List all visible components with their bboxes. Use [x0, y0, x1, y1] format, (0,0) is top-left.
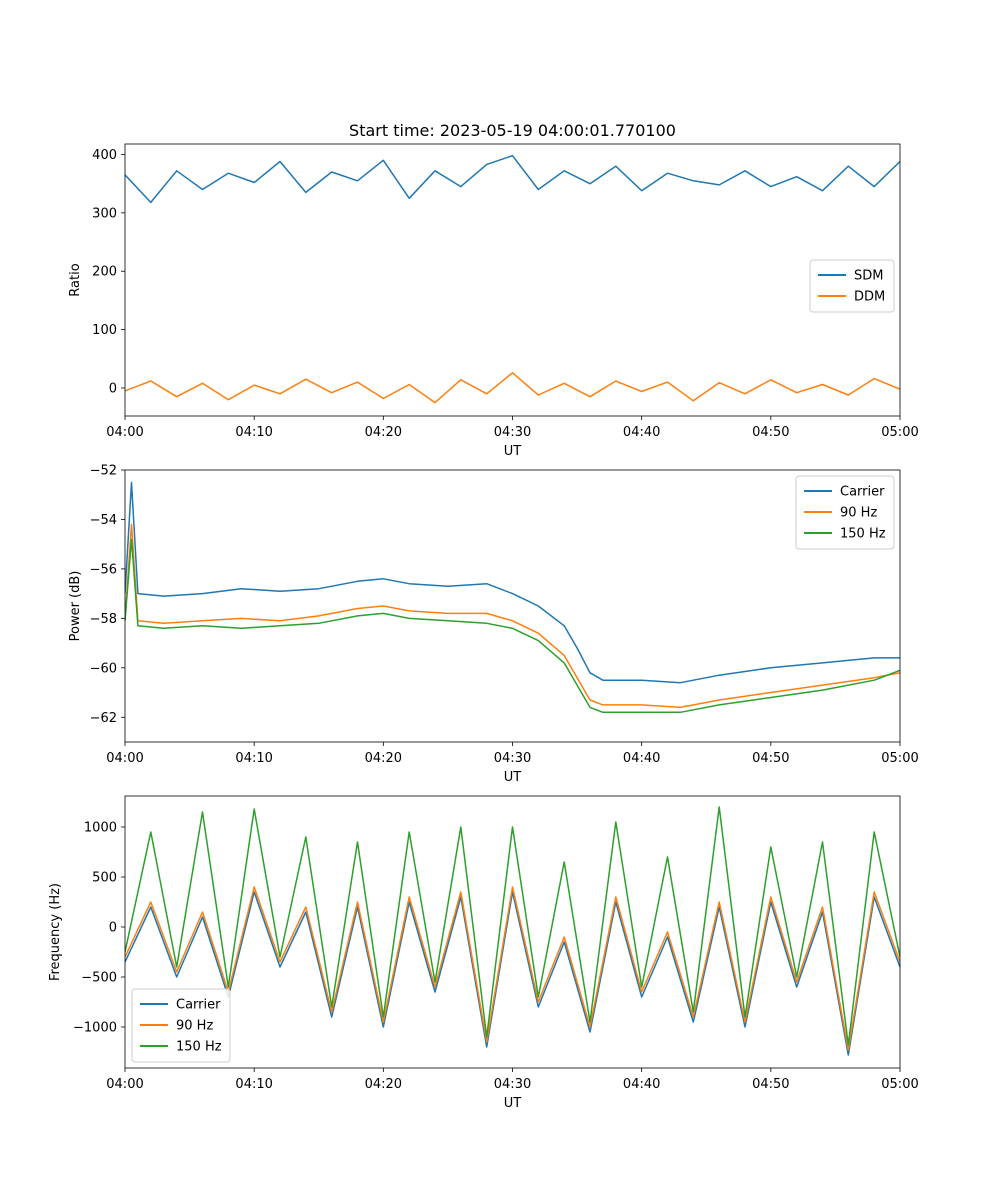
y-axis-label: Power (dB) [68, 571, 83, 642]
series-line-ddm [125, 372, 900, 404]
y-tick-label: 300 [92, 206, 117, 221]
x-tick-label: 04:10 [235, 1077, 272, 1092]
x-tick-label: 04:10 [235, 751, 272, 766]
y-tick-label: −52 [90, 464, 117, 479]
legend: SDM DDM [809, 259, 895, 313]
y-tick-label: −54 [90, 513, 117, 528]
plot-frame [124, 469, 901, 743]
y-tick-label: 400 [92, 148, 117, 163]
x-axis-label: UT [504, 1096, 522, 1111]
y-tick-label: 500 [92, 871, 117, 886]
panel-1: 04:00 04:10 04:20 04:30 04:40 04:50 05:00 0 100 2… [68, 121, 919, 459]
x-tick-label: 04:30 [494, 751, 531, 766]
x-axis-label: UT [504, 770, 522, 785]
legend-entry: 150 Hz [176, 1040, 222, 1055]
x-tick-label: 04:00 [106, 425, 143, 440]
x-tick-label: 04:00 [106, 751, 143, 766]
x-tick-label: 04:00 [106, 1077, 143, 1092]
legend-box [809, 259, 895, 313]
x-tick-label: 05:00 [881, 425, 918, 440]
legend-entry: 90 Hz [176, 1019, 213, 1034]
legend-box [795, 475, 895, 550]
legend-entry: DDM [854, 290, 885, 305]
panel-2: 04:00 04:10 04:20 04:30 04:40 04:50 05:00 −62 −6… [68, 464, 919, 786]
x-tick-label: 04:20 [365, 751, 402, 766]
x-axis-label: UT [504, 444, 522, 459]
legend-entry: Carrier [840, 485, 885, 500]
series-line-150-hz [125, 806, 900, 1046]
x-tick-label: 05:00 [881, 751, 918, 766]
y-tick-label: 0 [109, 921, 117, 936]
y-tick-label: −58 [90, 612, 117, 627]
y-tick-label: −60 [90, 661, 117, 676]
legend-entry: Carrier [176, 998, 221, 1013]
y-tick-label: 100 [92, 323, 117, 338]
plot-frame [124, 143, 901, 417]
y-tick-label: −56 [90, 562, 117, 577]
series-line-90-hz [125, 523, 900, 709]
legend: Carrier 90 Hz 150 Hz [795, 475, 895, 550]
y-tick-label: 200 [92, 265, 117, 280]
chart-title: Start time: 2023-05-19 04:00:01.770100 [349, 121, 676, 140]
legend-entry: 90 Hz [840, 506, 877, 521]
plot-frame [124, 795, 901, 1069]
legend-entry: 150 Hz [840, 527, 886, 542]
x-tick-label: 05:00 [881, 1077, 918, 1092]
series-line-carrier [125, 481, 900, 684]
x-tick-label: 04:30 [494, 425, 531, 440]
legend-entry: SDM [854, 269, 883, 284]
x-tick-label: 04:50 [752, 425, 789, 440]
y-axis-label: Frequency (Hz) [48, 883, 63, 981]
y-axis-label: Ratio [68, 263, 83, 296]
y-tick-label: −62 [90, 711, 117, 726]
x-tick-label: 04:40 [623, 425, 660, 440]
y-tick-label: 1000 [84, 821, 117, 836]
x-tick-label: 04:50 [752, 751, 789, 766]
x-tick-label: 04:50 [752, 1077, 789, 1092]
x-tick-label: 04:40 [623, 751, 660, 766]
panel-3: 04:00 04:10 04:20 04:30 04:40 04:50 05:00 −1000… [48, 795, 919, 1111]
x-tick-label: 04:10 [235, 425, 272, 440]
series-line-90-hz [125, 886, 900, 1051]
series-line-carrier [125, 891, 900, 1056]
series-line-sdm [125, 154, 900, 204]
y-tick-label: −1000 [73, 1021, 117, 1036]
legend-box [131, 988, 231, 1063]
x-tick-label: 04:20 [365, 1077, 402, 1092]
x-tick-label: 04:40 [623, 1077, 660, 1092]
x-tick-label: 04:30 [494, 1077, 531, 1092]
legend: Carrier 90 Hz 150 Hz [131, 988, 231, 1063]
y-tick-label: 0 [109, 381, 117, 396]
x-tick-label: 04:20 [365, 425, 402, 440]
y-tick-label: −500 [81, 971, 117, 986]
series-line-150-hz [125, 538, 900, 714]
